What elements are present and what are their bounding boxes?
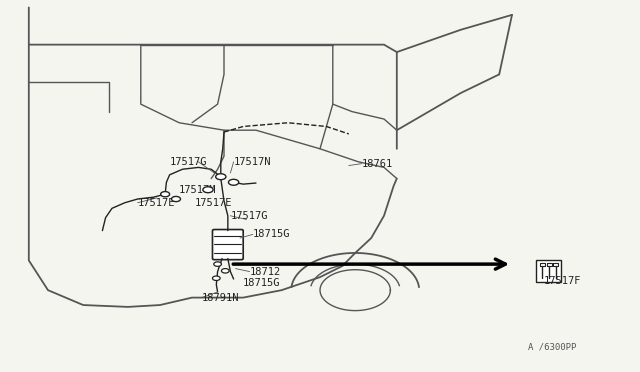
Circle shape: [212, 276, 220, 280]
FancyBboxPatch shape: [212, 230, 243, 260]
Text: 18791N: 18791N: [202, 293, 239, 302]
Text: 17517G: 17517G: [170, 157, 207, 167]
Text: 17517M: 17517M: [179, 185, 217, 195]
Text: 17517E: 17517E: [195, 198, 233, 208]
Text: 17517N: 17517N: [234, 157, 271, 167]
Circle shape: [161, 192, 170, 197]
Circle shape: [172, 196, 180, 202]
Text: 17517F: 17517F: [544, 276, 582, 286]
Circle shape: [216, 174, 226, 180]
Text: 18712: 18712: [250, 267, 281, 276]
Circle shape: [214, 262, 221, 266]
Circle shape: [221, 269, 229, 273]
Text: 18715G: 18715G: [243, 278, 281, 288]
Text: 17517E: 17517E: [138, 198, 175, 208]
Text: 17517G: 17517G: [230, 211, 268, 221]
FancyBboxPatch shape: [536, 260, 561, 282]
Text: A /6300PP: A /6300PP: [527, 343, 576, 352]
Text: 18761: 18761: [362, 159, 393, 169]
Circle shape: [228, 179, 239, 185]
Text: 18715G: 18715G: [253, 230, 291, 239]
Circle shape: [203, 187, 213, 193]
